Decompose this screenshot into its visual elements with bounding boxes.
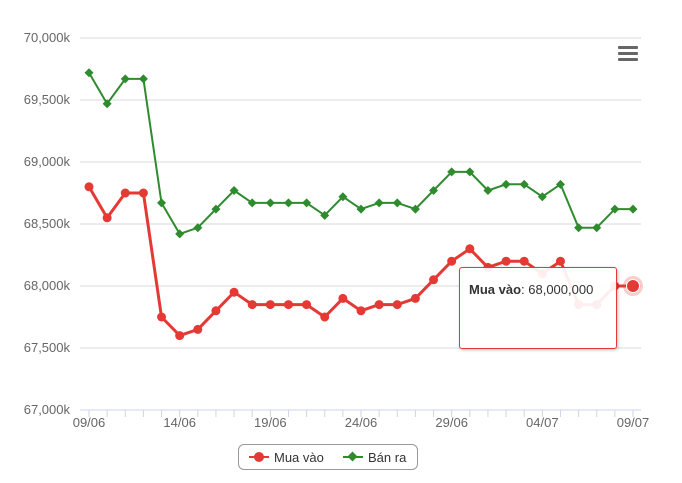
series-layer (84, 68, 643, 341)
axes: 67,000k 67,500k 68,000k 68,500k 69,000k 69,50… (24, 30, 650, 430)
data-point[interactable] (193, 324, 203, 334)
data-point[interactable] (483, 186, 493, 196)
data-point[interactable] (338, 293, 348, 303)
x-tick-label: 24/06 (345, 415, 378, 430)
data-point[interactable] (610, 204, 620, 214)
data-point[interactable] (157, 312, 167, 322)
data-point[interactable] (410, 293, 420, 303)
data-point[interactable] (447, 167, 457, 177)
data-point[interactable] (138, 188, 148, 198)
y-tick-label: 67,500k (24, 340, 71, 355)
data-point[interactable] (410, 204, 420, 214)
data-point[interactable] (211, 306, 221, 316)
x-tick-label: 19/06 (254, 415, 287, 430)
x-tick-label: 04/07 (526, 415, 559, 430)
data-point[interactable] (211, 204, 221, 214)
x-tick-label: 14/06 (163, 415, 196, 430)
x-tick-label: 09/06 (73, 415, 106, 430)
tooltip: Mua vào: 68,000,000 (459, 267, 617, 349)
data-point[interactable] (283, 300, 293, 310)
data-point[interactable] (501, 256, 511, 266)
x-tick-label: 29/06 (435, 415, 468, 430)
hamburger-icon (618, 52, 638, 55)
data-point[interactable] (84, 68, 94, 78)
legend-label-sell: Bán ra (368, 449, 407, 465)
data-point[interactable] (120, 74, 130, 84)
data-point[interactable] (247, 198, 257, 208)
data-point[interactable] (519, 256, 529, 266)
data-point[interactable] (592, 223, 602, 233)
grid-lines (80, 37, 641, 411)
data-point[interactable] (356, 204, 366, 214)
legend: Mua vào Bán ra (238, 444, 418, 470)
data-point[interactable] (175, 331, 185, 341)
y-tick-label: 68,000k (24, 278, 71, 293)
data-point[interactable] (229, 287, 239, 297)
data-point[interactable] (374, 198, 384, 208)
data-point[interactable] (138, 74, 148, 84)
data-point[interactable] (447, 256, 457, 266)
data-point[interactable] (392, 198, 402, 208)
data-point[interactable] (265, 198, 275, 208)
data-point[interactable] (392, 300, 402, 310)
data-point[interactable] (555, 256, 565, 266)
data-point[interactable] (574, 223, 584, 233)
tooltip-value: 68,000,000 (528, 282, 594, 297)
data-point[interactable] (429, 275, 439, 285)
data-point[interactable] (247, 300, 257, 310)
data-point[interactable] (302, 300, 312, 310)
data-point[interactable] (465, 244, 475, 254)
data-point[interactable] (84, 182, 94, 192)
data-point[interactable] (283, 198, 293, 208)
legend-diamond-icon (343, 451, 363, 463)
legend-item-buy[interactable]: Mua vào (249, 445, 324, 469)
legend-item-sell[interactable]: Bán ra (343, 445, 406, 469)
data-point[interactable] (338, 192, 348, 202)
legend-circle-icon (249, 451, 269, 463)
data-point[interactable] (465, 167, 475, 177)
data-point[interactable] (429, 186, 439, 196)
data-point[interactable] (356, 306, 366, 316)
data-point[interactable] (175, 229, 185, 239)
data-point[interactable] (193, 223, 203, 233)
y-tick-label: 69,500k (24, 92, 71, 107)
data-point[interactable] (628, 204, 638, 214)
data-point[interactable] (320, 312, 330, 322)
data-point[interactable] (229, 186, 239, 196)
chart-menu-button[interactable] (612, 40, 644, 68)
data-point[interactable] (501, 179, 511, 189)
tooltip-series-name: Mua vào (469, 282, 522, 297)
data-point[interactable] (320, 210, 330, 220)
hover-point[interactable] (626, 279, 640, 293)
hamburger-icon (618, 58, 638, 61)
data-point[interactable] (374, 300, 384, 310)
y-tick-label: 67,000k (24, 402, 71, 417)
data-point[interactable] (120, 188, 130, 198)
data-point[interactable] (102, 99, 112, 109)
y-tick-label: 70,000k (24, 30, 71, 45)
y-tick-label: 69,000k (24, 154, 71, 169)
x-tick-label: 09/07 (617, 415, 650, 430)
data-point[interactable] (102, 213, 112, 223)
data-point[interactable] (519, 179, 529, 189)
data-point[interactable] (537, 192, 547, 202)
data-point[interactable] (555, 179, 565, 189)
data-point[interactable] (265, 300, 275, 310)
y-tick-label: 68,500k (24, 216, 71, 231)
data-point[interactable] (157, 198, 167, 208)
legend-label-buy: Mua vào (274, 449, 324, 465)
hamburger-icon (618, 46, 638, 49)
data-point[interactable] (302, 198, 312, 208)
